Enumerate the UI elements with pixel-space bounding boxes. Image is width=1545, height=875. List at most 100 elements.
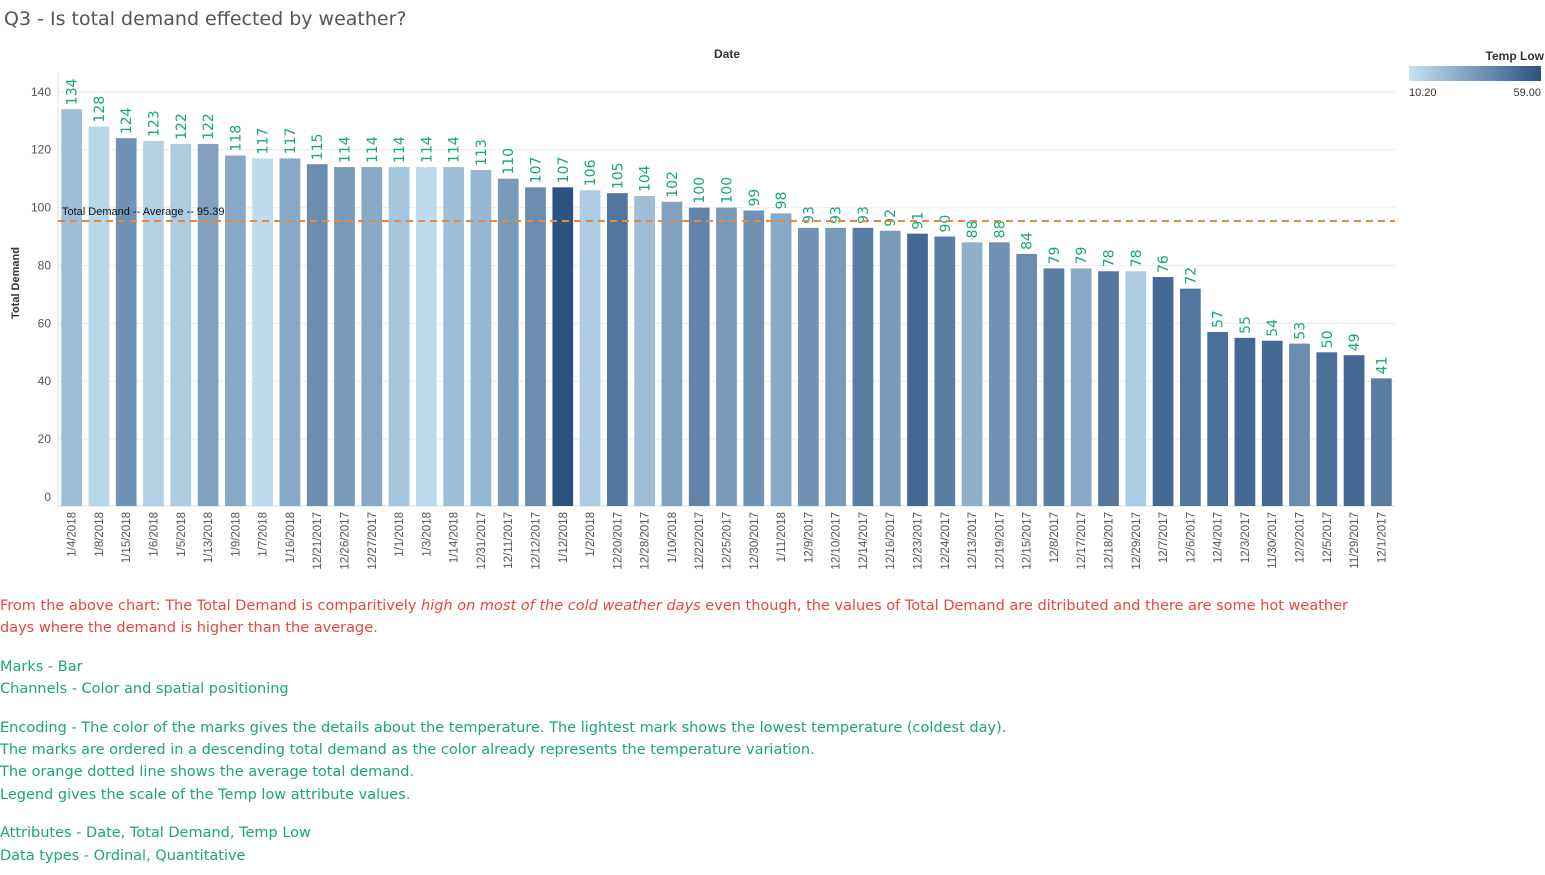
y-tick-label: 20 <box>38 432 52 446</box>
bar[interactable] <box>525 187 546 507</box>
x-tick-label: 12/16/2017 <box>885 512 897 570</box>
bar[interactable] <box>1070 268 1092 506</box>
bar-value-label: 100 <box>692 177 708 204</box>
bar[interactable] <box>334 167 355 507</box>
bar[interactable] <box>415 167 437 507</box>
bar[interactable] <box>825 227 847 506</box>
bar[interactable] <box>879 230 901 506</box>
marks-text: Marks - Bar <box>0 659 83 675</box>
finding-emphasis: high on most of the cold weather days <box>421 598 701 614</box>
y-axis-title: Total Demand <box>10 247 22 319</box>
x-tick-label: 12/14/2017 <box>858 512 870 570</box>
bar-value-label: 76 <box>1156 255 1172 273</box>
bar[interactable] <box>306 164 328 506</box>
bar-value-label: 104 <box>638 165 654 192</box>
bar-value-label: 123 <box>147 110 163 137</box>
legend-min-label: 10.20 <box>1409 87 1437 99</box>
x-tick-label: 12/18/2017 <box>1104 512 1116 570</box>
bar[interactable] <box>770 213 792 506</box>
x-tick-label: 1/1/2018 <box>394 512 406 557</box>
bar-value-label: 54 <box>1265 319 1281 337</box>
bar[interactable] <box>961 242 983 506</box>
bar[interactable] <box>279 158 301 507</box>
bar[interactable] <box>1316 352 1338 506</box>
bar[interactable] <box>1125 271 1147 506</box>
bar[interactable] <box>1179 288 1201 506</box>
bar-value-label: 128 <box>92 96 108 123</box>
x-tick-label: 12/8/2017 <box>1049 512 1061 563</box>
bar[interactable] <box>224 155 246 506</box>
bar[interactable] <box>606 193 628 506</box>
bar[interactable] <box>1152 277 1174 506</box>
bar[interactable] <box>634 196 656 507</box>
datatypes-text: Data types - Ordinal, Quantitative <box>0 848 246 864</box>
bar[interactable] <box>61 109 83 506</box>
bar[interactable] <box>1289 343 1310 506</box>
bar-value-label: 98 <box>774 192 790 210</box>
y-tick-label: 0 <box>44 490 51 504</box>
bar[interactable] <box>443 167 465 507</box>
x-tick-label: 12/22/2017 <box>694 512 706 570</box>
bar[interactable] <box>1370 378 1392 506</box>
bar[interactable] <box>907 233 928 506</box>
bar-value-label: 53 <box>1293 322 1309 340</box>
bar[interactable] <box>688 207 710 506</box>
x-axis-title: Date <box>714 47 740 61</box>
bar-value-label: 57 <box>1211 310 1227 328</box>
finding-text: From the above chart: The Total Demand i… <box>0 595 1348 617</box>
finding-suffix: even though, the values of Total Demand … <box>700 598 1348 614</box>
bar[interactable] <box>197 143 219 506</box>
x-tick-label: 12/23/2017 <box>913 512 925 570</box>
bar-value-label: 107 <box>529 157 545 184</box>
bar[interactable] <box>934 236 956 507</box>
bar-value-label: 122 <box>174 113 190 140</box>
encoding-line-1: Encoding - The color of the marks gives … <box>0 720 1007 736</box>
bar[interactable] <box>1016 253 1038 506</box>
data-labels: 134 128 124 123 122 122 118 117 117 115 114 114 114 1… <box>65 78 1391 374</box>
bar[interactable] <box>716 207 737 506</box>
bar[interactable] <box>1098 271 1119 506</box>
bar[interactable] <box>388 167 410 507</box>
bar[interactable] <box>1261 340 1283 506</box>
x-tick-label: 12/10/2017 <box>831 512 843 570</box>
bar-value-label: 102 <box>665 171 681 198</box>
x-axis-ticks: 1/4/2018 1/8/2018 1/15/2018 1/6/2018 1/5/201… <box>67 512 1389 570</box>
bar-value-label: 79 <box>1047 247 1063 265</box>
y-tick-label: 80 <box>38 258 52 272</box>
bar[interactable] <box>170 143 192 506</box>
bar[interactable] <box>579 190 601 506</box>
x-tick-label: 12/21/2017 <box>312 512 324 570</box>
bar[interactable] <box>1207 332 1229 506</box>
bar[interactable] <box>661 201 683 506</box>
bar[interactable] <box>988 242 1010 506</box>
x-tick-label: 12/13/2017 <box>967 512 979 570</box>
x-tick-label: 11/30/2017 <box>1267 512 1279 569</box>
bar[interactable] <box>143 141 164 506</box>
bar-value-label: 114 <box>338 136 354 163</box>
x-tick-label: 1/9/2018 <box>230 512 242 557</box>
bar[interactable] <box>797 227 819 506</box>
bar-value-label: 88 <box>965 220 981 238</box>
bar[interactable] <box>361 167 383 507</box>
bar[interactable] <box>470 169 492 506</box>
bar-value-label: 93 <box>829 206 845 224</box>
legend-max-label: 59.00 <box>1513 87 1541 99</box>
bar-value-label: 114 <box>447 136 463 163</box>
encoding-line-2: The marks are ordered in a descending to… <box>0 742 815 758</box>
bar[interactable] <box>1043 268 1065 506</box>
x-tick-label: 12/11/2017 <box>503 512 515 569</box>
bar[interactable] <box>115 138 137 507</box>
bar[interactable] <box>743 210 765 506</box>
bar[interactable] <box>852 227 874 506</box>
x-tick-label: 12/29/2017 <box>1131 512 1143 570</box>
bar[interactable] <box>88 126 110 507</box>
bar[interactable] <box>252 158 274 507</box>
bar[interactable] <box>1234 337 1256 506</box>
bar[interactable] <box>1343 355 1365 506</box>
bar-value-label: 78 <box>1102 249 1118 267</box>
bar[interactable] <box>497 178 519 506</box>
y-tick-label: 140 <box>31 85 51 99</box>
bar[interactable] <box>552 187 574 507</box>
x-tick-label: 12/28/2017 <box>640 512 652 570</box>
bar-value-label: 115 <box>310 133 326 160</box>
